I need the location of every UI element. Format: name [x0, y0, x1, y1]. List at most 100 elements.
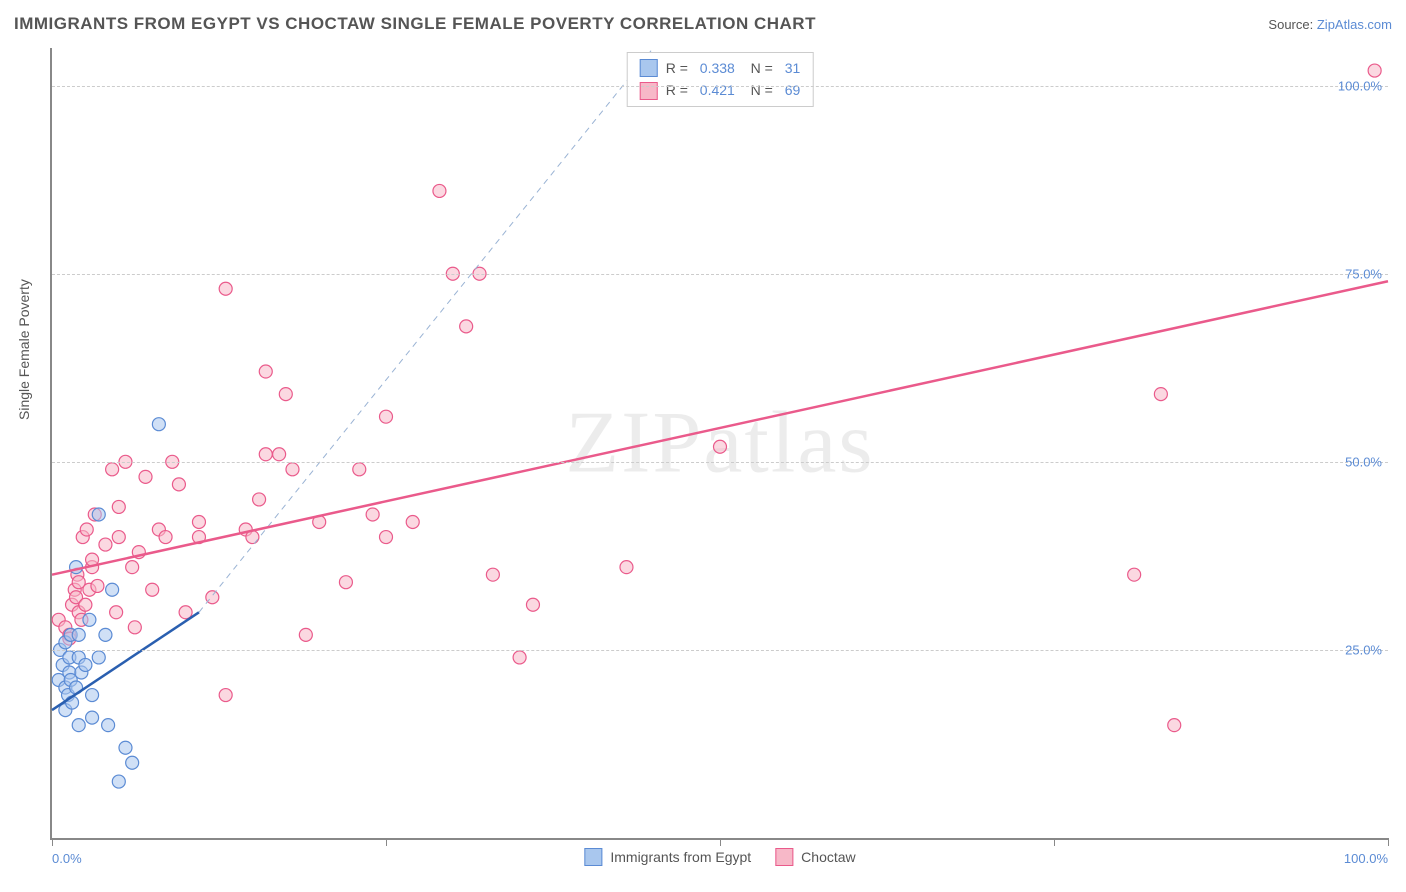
data-point	[620, 561, 633, 574]
trend-line	[52, 281, 1388, 574]
data-point	[112, 531, 125, 544]
gridline	[52, 462, 1388, 463]
legend-n-value: 69	[785, 79, 801, 101]
legend-r-label: R =	[666, 79, 692, 101]
y-tick-label: 50.0%	[1345, 454, 1382, 469]
data-point	[128, 621, 141, 634]
data-point	[192, 516, 205, 529]
data-point	[110, 606, 123, 619]
legend-swatch	[640, 82, 658, 100]
data-point	[433, 184, 446, 197]
data-point	[146, 583, 159, 596]
x-tick-label: 0.0%	[52, 851, 82, 866]
data-point	[380, 410, 393, 423]
source-label: Source:	[1268, 17, 1313, 32]
legend-item: Choctaw	[775, 848, 855, 866]
data-point	[83, 613, 96, 626]
data-point	[92, 651, 105, 664]
legend-row: R = 0.421 N = 69	[640, 79, 801, 101]
data-point	[92, 508, 105, 521]
source-block: Source: ZipAtlas.com	[1268, 17, 1392, 32]
data-point	[159, 531, 172, 544]
y-axis-label: Single Female Poverty	[16, 279, 32, 420]
data-point	[152, 418, 165, 431]
data-point	[1168, 719, 1181, 732]
data-point	[259, 448, 272, 461]
legend-swatch	[640, 59, 658, 77]
y-tick-label: 100.0%	[1338, 78, 1382, 93]
data-point	[366, 508, 379, 521]
x-tick	[386, 838, 387, 846]
data-point	[273, 448, 286, 461]
data-point	[139, 470, 152, 483]
data-point	[79, 658, 92, 671]
data-point	[219, 689, 232, 702]
legend-label: Choctaw	[801, 849, 855, 865]
x-tick	[1388, 838, 1389, 846]
data-point	[219, 282, 232, 295]
data-point	[119, 741, 132, 754]
data-point	[72, 719, 85, 732]
data-point	[106, 463, 119, 476]
chart-svg	[52, 48, 1388, 838]
data-point	[112, 500, 125, 513]
legend-series: Immigrants from Egypt Choctaw	[584, 848, 855, 866]
legend-swatch	[775, 848, 793, 866]
legend-r-value: 0.421	[700, 79, 735, 101]
title-bar: IMMIGRANTS FROM EGYPT VS CHOCTAW SINGLE …	[14, 14, 1392, 34]
data-point	[102, 719, 115, 732]
y-tick-label: 25.0%	[1345, 642, 1382, 657]
data-point	[253, 493, 266, 506]
data-point	[353, 463, 366, 476]
data-point	[339, 576, 352, 589]
data-point	[513, 651, 526, 664]
data-point	[106, 583, 119, 596]
data-point	[380, 531, 393, 544]
data-point	[1154, 388, 1167, 401]
data-point	[126, 561, 139, 574]
data-point	[299, 628, 312, 641]
legend-item: Immigrants from Egypt	[584, 848, 751, 866]
legend-n-value: 31	[785, 57, 801, 79]
data-point	[99, 538, 112, 551]
legend-r-label: R =	[666, 57, 692, 79]
gridline	[52, 650, 1388, 651]
data-point	[126, 756, 139, 769]
source-link[interactable]: ZipAtlas.com	[1317, 17, 1392, 32]
data-point	[112, 775, 125, 788]
y-tick-label: 75.0%	[1345, 266, 1382, 281]
data-point	[91, 579, 104, 592]
legend-correlation: R = 0.338 N = 31R = 0.421 N = 69	[627, 52, 814, 107]
plot-area: ZIPatlas R = 0.338 N = 31R = 0.421 N = 6…	[50, 48, 1388, 840]
data-point	[86, 711, 99, 724]
data-point	[79, 598, 92, 611]
data-point	[86, 689, 99, 702]
x-tick	[1054, 838, 1055, 846]
data-point	[80, 523, 93, 536]
gridline	[52, 86, 1388, 87]
data-point	[99, 628, 112, 641]
data-point	[259, 365, 272, 378]
data-point	[486, 568, 499, 581]
x-tick-label: 100.0%	[1344, 851, 1388, 866]
legend-r-value: 0.338	[700, 57, 735, 79]
data-point	[460, 320, 473, 333]
x-tick	[52, 838, 53, 846]
legend-n-label: N =	[743, 57, 777, 79]
data-point	[172, 478, 185, 491]
legend-n-label: N =	[743, 79, 777, 101]
data-point	[1368, 64, 1381, 77]
data-point	[406, 516, 419, 529]
chart-title: IMMIGRANTS FROM EGYPT VS CHOCTAW SINGLE …	[14, 14, 816, 34]
data-point	[279, 388, 292, 401]
legend-label: Immigrants from Egypt	[610, 849, 751, 865]
data-point	[526, 598, 539, 611]
data-point	[72, 628, 85, 641]
data-point	[286, 463, 299, 476]
data-point	[1128, 568, 1141, 581]
legend-row: R = 0.338 N = 31	[640, 57, 801, 79]
gridline	[52, 274, 1388, 275]
data-point	[714, 440, 727, 453]
legend-swatch	[584, 848, 602, 866]
x-tick	[720, 838, 721, 846]
